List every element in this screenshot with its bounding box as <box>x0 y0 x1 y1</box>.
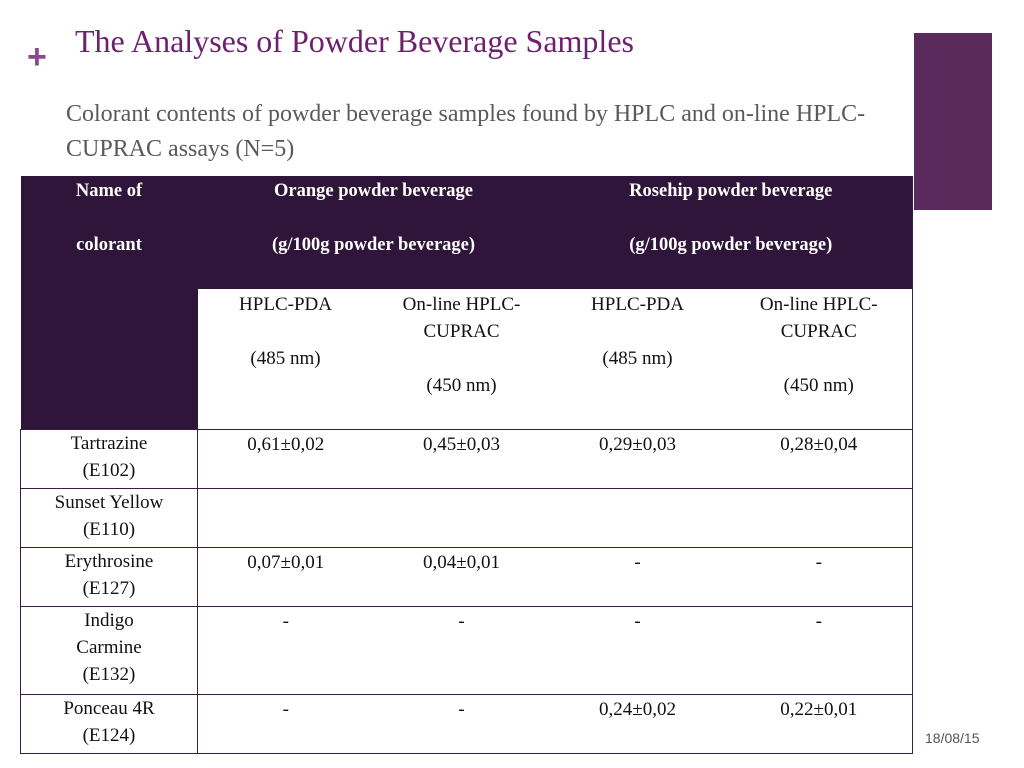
value-cell: - <box>549 547 726 607</box>
colorant-table: Name of colorant Orange powder beverage … <box>20 176 913 754</box>
value-cell: - <box>725 606 913 695</box>
table-row: Erythrosine (E127) 0,07±0,01 0,04±0,01 -… <box>20 547 913 607</box>
header-name-line1: Name of <box>75 181 143 201</box>
value-cell: - <box>725 547 913 607</box>
header-rosehip-line2: (g/100g powder beverage) <box>629 235 833 255</box>
colorant-name: Erythrosine (E127) <box>20 547 198 607</box>
method-name: On-line HPLC-CUPRAC <box>759 294 878 342</box>
colorant-name: Sunset Yellow (E110) <box>20 488 198 548</box>
colorant-name: Indigo Carmine (E132) <box>20 606 198 695</box>
method-header: On-line HPLC-CUPRAC (450 nm) <box>373 289 550 430</box>
method-name: HPLC-PDA <box>591 294 684 315</box>
value-cell: - <box>197 694 374 754</box>
header-name-of-colorant: Name of colorant <box>20 176 198 430</box>
header-orange-line2: (g/100g powder beverage) <box>271 235 476 255</box>
slide-date: 18/08/15 <box>925 730 980 746</box>
header-orange-line1: Orange powder beverage <box>273 181 473 201</box>
colorant-name: Ponceau 4R (E124) <box>20 694 198 754</box>
value-cell: - <box>373 606 550 695</box>
method-header: On-line HPLC-CUPRAC (450 nm) <box>725 289 913 430</box>
value-cell: 0,61±0,02 <box>197 429 374 489</box>
value-cell: 0,24±0,02 <box>549 694 726 754</box>
value-cell <box>725 488 913 548</box>
table-row: Sunset Yellow (E110) <box>20 488 913 548</box>
value-cell <box>549 488 726 548</box>
colorant-name: Tartrazine (E102) <box>20 429 198 489</box>
value-cell: - <box>373 694 550 754</box>
value-cell: - <box>549 606 726 695</box>
table-row: Tartrazine (E102) 0,61±0,02 0,45±0,03 0,… <box>20 429 913 489</box>
method-wavelength: (450 nm) <box>783 375 854 396</box>
header-name-line2: colorant <box>76 235 142 255</box>
method-name: HPLC-PDA <box>239 294 332 315</box>
method-wavelength: (450 nm) <box>426 375 497 396</box>
value-cell: 0,22±0,01 <box>725 694 913 754</box>
value-cell <box>197 488 374 548</box>
page-title: The Analyses of Powder Beverage Samples <box>75 23 634 59</box>
value-cell: 0,04±0,01 <box>373 547 550 607</box>
value-cell: 0,45±0,03 <box>373 429 550 489</box>
method-wavelength: (485 nm) <box>602 348 673 369</box>
method-header: HPLC-PDA (485 nm) <box>549 289 726 430</box>
accent-block <box>914 33 992 210</box>
page-subtitle: Colorant contents of powder beverage sam… <box>66 101 866 162</box>
value-cell: 0,28±0,04 <box>725 429 913 489</box>
value-cell: 0,07±0,01 <box>197 547 374 607</box>
table-row: Ponceau 4R (E124) - - 0,24±0,02 0,22±0,0… <box>20 694 913 754</box>
method-wavelength: (485 nm) <box>250 348 321 369</box>
value-cell: 0,29±0,03 <box>549 429 726 489</box>
method-name: On-line HPLC-CUPRAC <box>402 294 521 342</box>
method-header: HPLC-PDA (485 nm) <box>197 289 374 430</box>
table-row: Indigo Carmine (E132) - - - - <box>20 606 913 695</box>
value-cell: - <box>197 606 374 695</box>
value-cell <box>373 488 550 548</box>
plus-icon: + <box>27 38 47 76</box>
header-rosehip-group: Rosehip powder beverage (g/100g powder b… <box>549 176 913 289</box>
header-rosehip-line1: Rosehip powder beverage <box>629 181 833 201</box>
header-orange-group: Orange powder beverage (g/100g powder be… <box>197 176 550 289</box>
